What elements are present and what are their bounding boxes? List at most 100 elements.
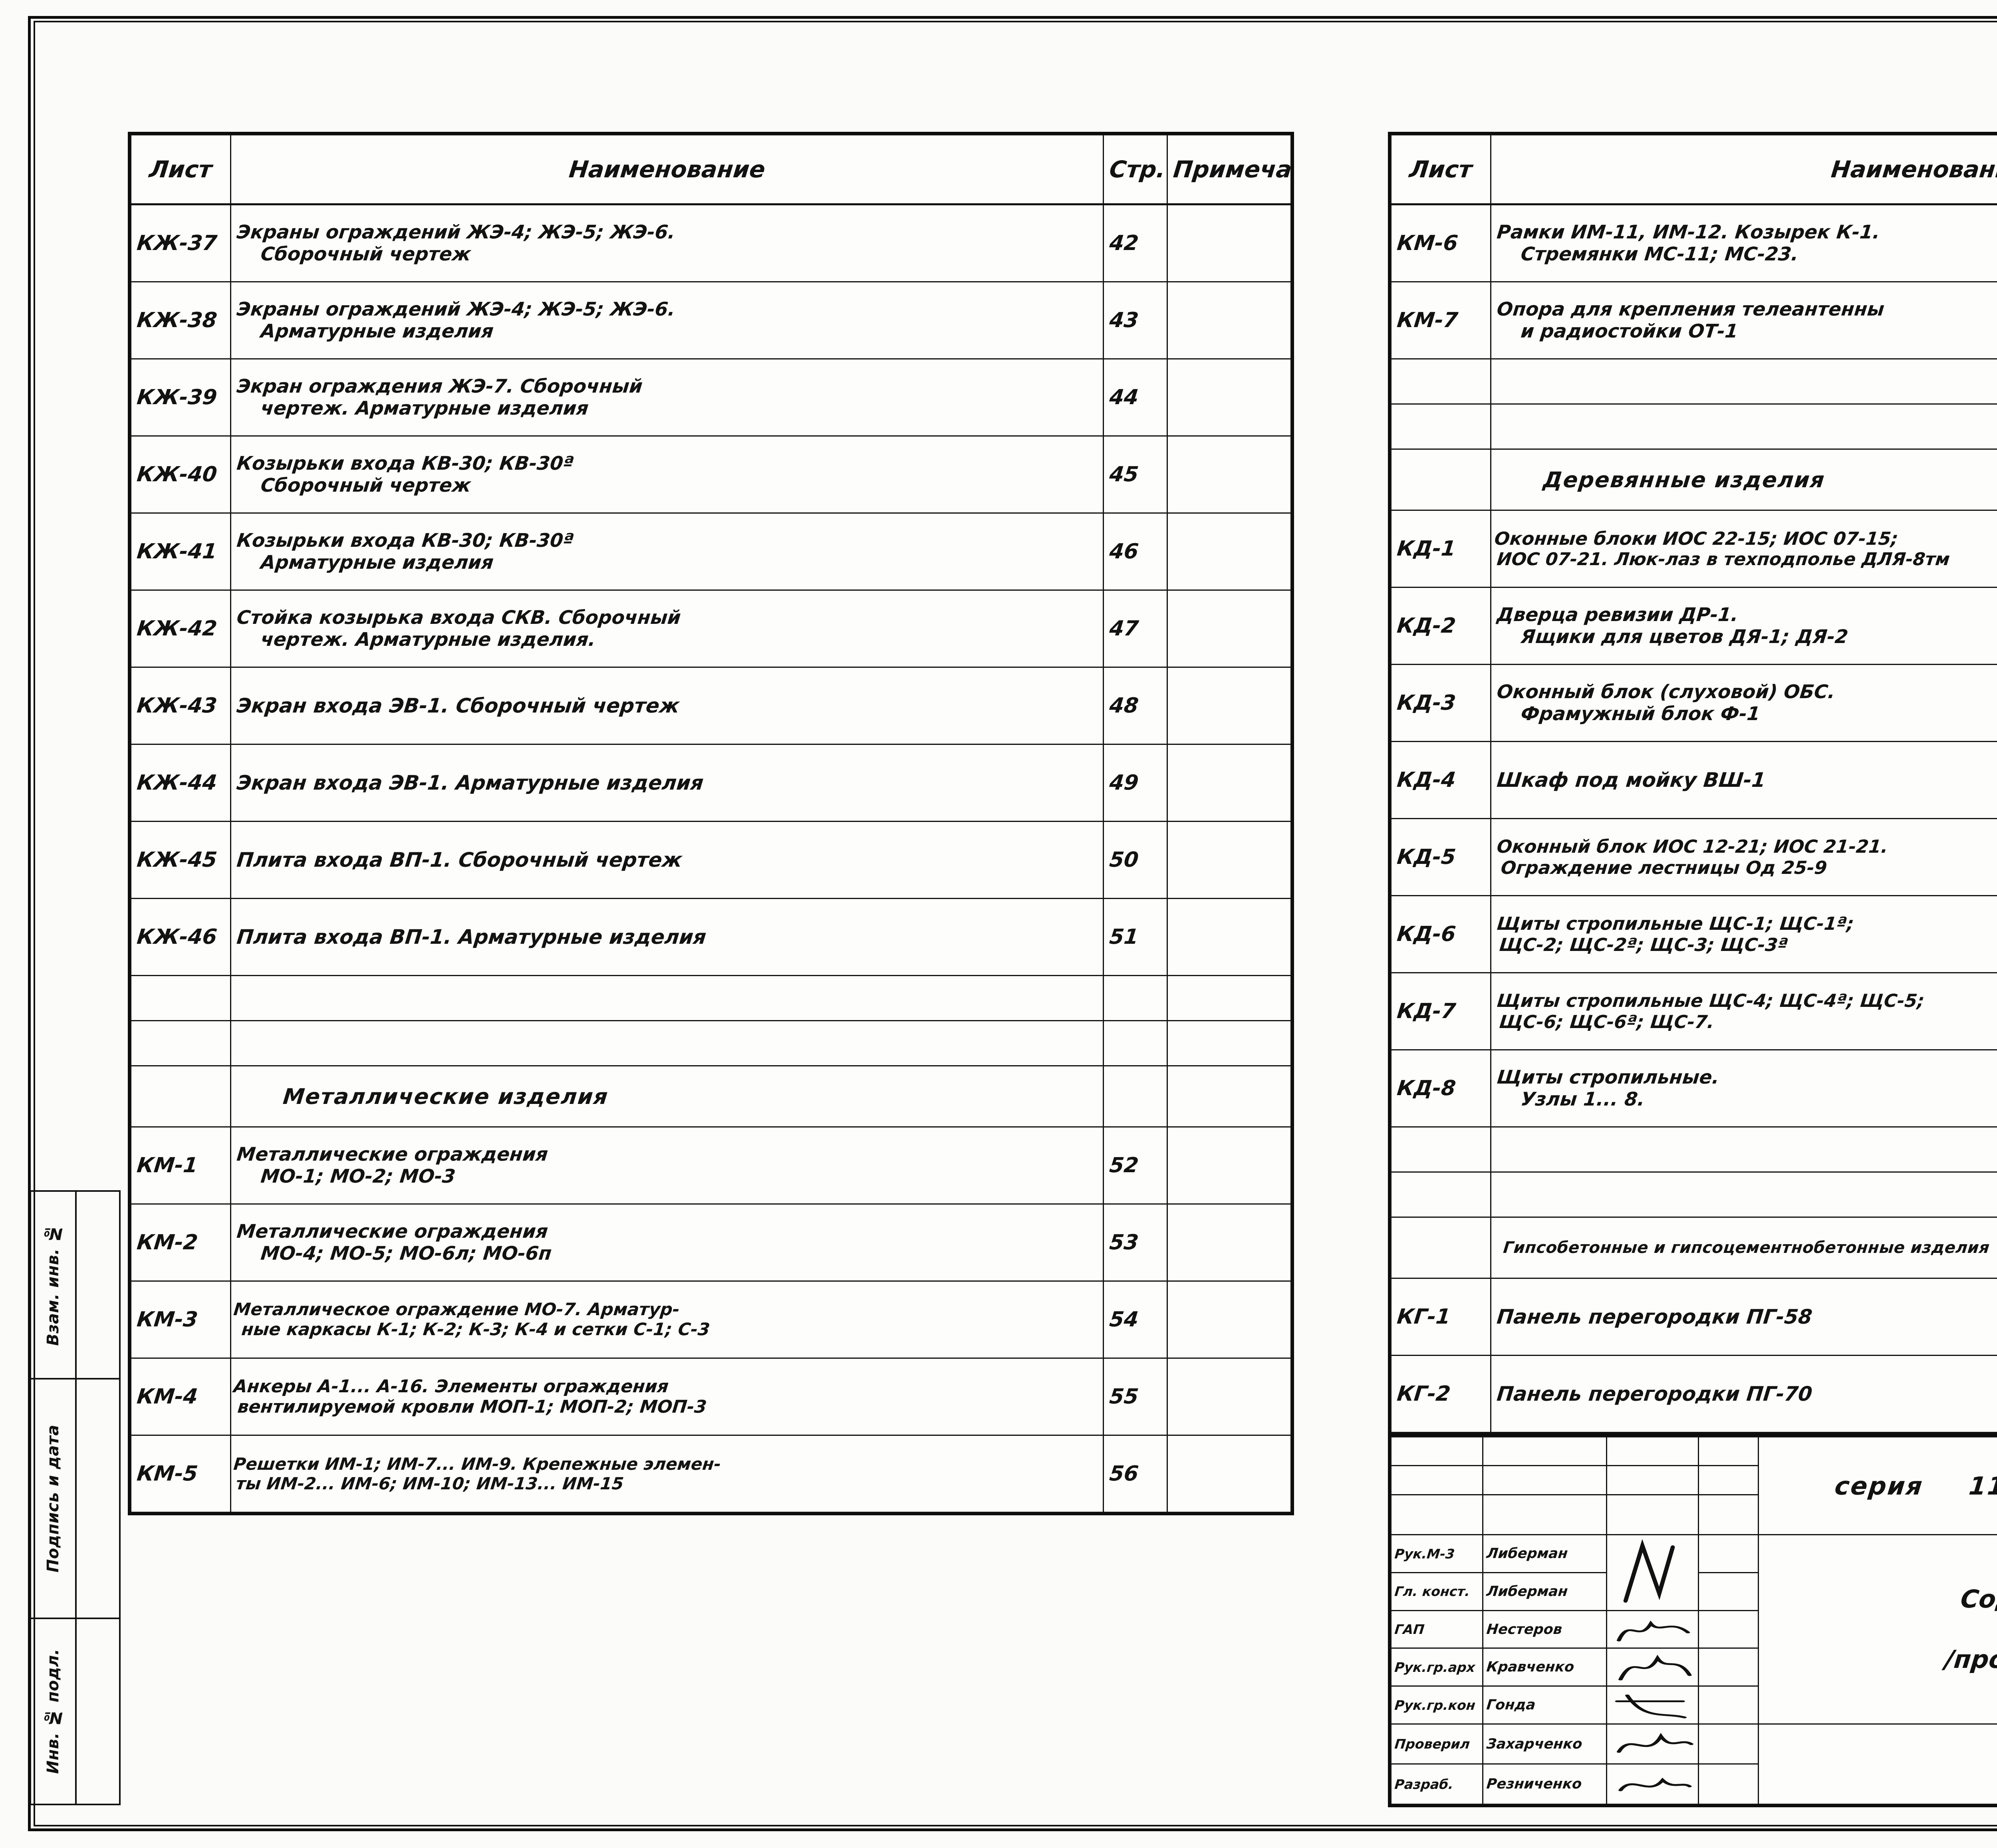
table-row[interactable]: КМ-6 Рамки ИМ-11, ИМ-12. Козырек К-1. Стр… [1390,204,1997,282]
table-row[interactable]: КЖ-37 Экраны ограждений ЖЭ-4; ЖЭ-5; ЖЭ-6… [130,204,1292,282]
blank-cell [1490,358,1997,405]
section-sheet-cell [130,1065,231,1127]
row-name: Опора для крепления телеантенны и радиост… [1490,281,1997,359]
signature-path-icon [1616,1733,1693,1753]
table-row[interactable]: КД-7 Щиты стропильные ЩС-4; ЩС-4ª; ЩС-5;… [1390,972,1997,1050]
blank-cell [1482,1465,1607,1495]
blank-cell [1482,1436,1607,1467]
header-cell-sheet: Лист [1390,134,1491,205]
signature-mark[interactable] [1606,1763,1699,1805]
signature-date[interactable] [1698,1685,1759,1725]
table-row[interactable]: КЖ-44 Экран входа ЭВ-1. Арматурные издел… [130,744,1292,822]
index-table-left: Лист Наименование Стр. Примечание КЖ-37 … [128,132,1294,1515]
row-note [1167,821,1292,899]
section-page-cell [1103,1065,1168,1127]
row-sheet-code: КМ-4 [130,1358,231,1436]
title-block: серия 113-24 Рук.М-3 [1388,1434,1997,1807]
row-name: Экран входа ЭВ-1. Сборочный чертеж [230,667,1104,745]
signature-date[interactable] [1698,1763,1759,1805]
signature-scribble [1610,1649,1695,1685]
section-note-cell [1167,1065,1292,1127]
header-label-page: Стр. [1108,156,1167,183]
stamp-signature-row[interactable]: Рук.М-3 Либерман Содержание альбома /про… [1390,1534,1997,1725]
row-sheet-code: КМ-3 [130,1280,231,1359]
signature-mark[interactable] [1606,1610,1699,1649]
table-row[interactable]: КЖ-40 Козырьки входа КВ-30; КВ-30ª Сбороч… [130,435,1292,514]
header-cell-note: Примечание [1167,134,1292,205]
table-row[interactable]: КД-3 Оконный блок (слуховой) ОБС. Фрамужн… [1390,664,1997,742]
blank-cell [1698,1436,1759,1467]
table-row[interactable]: КМ-1 Металлические ограждения МО-1; МО-2;… [130,1126,1292,1205]
stamp-signature-row[interactable]: Рук.гр.арх Кравченко [1390,1648,1997,1687]
blank-cell [230,1020,1104,1066]
row-sheet-code: КМ-2 [130,1203,231,1282]
table-row[interactable]: КЖ-45 Плита входа ВП-1. Сборочный чертеж… [130,821,1292,899]
row-page-number: 46 [1103,512,1168,591]
row-note [1167,1435,1292,1513]
table-row[interactable]: КМ-7 Опора для крепления телеантенны и ра… [1390,281,1997,359]
signature-date[interactable] [1698,1648,1759,1687]
table-row[interactable]: КМ-3 Металлическое ограждение МО-7. Арма… [130,1280,1292,1359]
table-row[interactable]: КЖ-43 Экран входа ЭВ-1. Сборочный чертеж… [130,667,1292,745]
row-sheet-code: КЖ-41 [130,512,231,591]
blank-cell [1103,975,1168,1021]
signature-mark[interactable] [1606,1685,1699,1725]
stamp-signature-row[interactable]: Проверил Захарченко Госстрой УССР УкрНИИ… [1390,1723,1997,1805]
signature-mark[interactable] [1606,1648,1699,1687]
table-row[interactable]: КД-5 Оконный блок ИОС 12-21; ИОС 21-21. О… [1390,818,1997,896]
signature-date[interactable] [1698,1610,1759,1649]
blank-cell [1390,403,1491,450]
signature-date[interactable] [1698,1534,1759,1573]
table-row[interactable]: КД-1 Оконные блоки ИОС 22-15; ИОС 07-15;… [1390,510,1997,588]
table-row[interactable]: КЖ-39 Экран ограждения ЖЭ-7. Сборочный че… [130,358,1292,437]
blank-cell [1390,358,1491,405]
table-row[interactable]: КЖ-38 Экраны ограждений ЖЭ-4; ЖЭ-5; ЖЭ-6… [130,281,1292,359]
blank-cell [1482,1494,1607,1536]
row-name: Экран входа ЭВ-1. Арматурные изделия [230,744,1104,822]
signature-mark[interactable] [1606,1723,1699,1765]
row-name: Козырьки входа КВ-30; КВ-30ª Сборочный че… [230,435,1104,514]
stamp-signature-row[interactable]: ГАП Нестеров [1390,1610,1997,1649]
table-row[interactable]: КД-8 Щиты стропильные.Узлы 1... 8. 66 [1390,1049,1997,1127]
row-note [1167,204,1292,282]
table-row[interactable]: КЖ-42 Стойка козырька входа СКВ. Сборочн… [130,590,1292,668]
row-name: Экраны ограждений ЖЭ-4; ЖЭ-5; ЖЭ-6. Армат… [230,281,1104,359]
row-name: Щиты стропильные ЩС-4; ЩС-4ª; ЩС-5; ЩС-6;… [1490,972,1997,1050]
row-sheet-code: КЖ-39 [130,358,231,437]
stamp-signature-row[interactable]: Гл. конст. Либерман Р [1390,1572,1997,1611]
section-header-row: Гипсобетонные и гипсоцементнобетонные из… [1390,1217,1997,1279]
header-cell-page: Стр. [1103,134,1168,205]
table-row[interactable]: КМ-4 Анкеры А-1... А-16. Элементы огражд… [130,1358,1292,1436]
signature-scribble [1610,1725,1695,1763]
table-row[interactable]: КЖ-41 Козырьки входа КВ-30; КВ-30ª Армату… [130,512,1292,591]
row-sheet-code: КД-4 [1390,741,1491,819]
org-line-2: УкрНИИПгражданесльстрой [1760,1757,1997,1775]
stamp-signature-row[interactable]: Рук.гр.кон Гонда Лист 4 Листов [1390,1685,1997,1725]
blank-cell [1606,1436,1699,1467]
table-row[interactable]: КМ-5 Решетки ИМ-1; ИМ-7... ИМ-9. Крепежн… [130,1435,1292,1513]
row-note [1167,358,1292,437]
gost-margin-strip-right [77,1190,121,1805]
section-title-wood: Деревянные изделия [1490,449,1997,511]
signature-role: Проверил [1390,1723,1483,1765]
table-row[interactable]: КЖ-46 Плита входа ВП-1. Арматурные издел… [130,898,1292,976]
table-row[interactable]: КД-4 Шкаф под мойку ВШ-1 62 [1390,741,1997,819]
row-name: Стойка козырька входа СКВ. Сборочный черт… [230,590,1104,668]
signature-date[interactable] [1698,1572,1759,1611]
stamp-signature-row[interactable]: Разраб. Резниченко [1390,1763,1997,1805]
signature-name: Захарченко [1482,1723,1607,1765]
row-sheet-code: КМ-1 [130,1126,231,1205]
table-row[interactable]: КД-2 Дверца ревизии ДР-1. Ящики для цвето… [1390,587,1997,665]
row-sheet-code: КД-5 [1390,818,1491,896]
section-title-gypsum: Гипсобетонные и гипсоцементнобетонные из… [1490,1217,1997,1279]
table-row[interactable]: КД-6 Щиты стропильные ЩС-1; ЩС-1ª; ЩС-2; … [1390,895,1997,973]
signature-date[interactable] [1698,1723,1759,1765]
row-page-number: 44 [1103,358,1168,437]
signature-mark[interactable] [1606,1534,1699,1611]
margin-label-podpis-data: Подпись и дата [44,1424,62,1573]
row-sheet-code: КГ-2 [1390,1355,1491,1433]
table-row[interactable]: КГ-1 Панель перегородки ПГ-58 67 [1390,1278,1997,1356]
table-row[interactable]: КМ-2 Металлические ограждения МО-4; МО-5;… [130,1203,1292,1282]
table-row[interactable]: КГ-2 Панель перегородки ПГ-70 68 [1390,1355,1997,1433]
row-page-number: 51 [1103,898,1168,976]
